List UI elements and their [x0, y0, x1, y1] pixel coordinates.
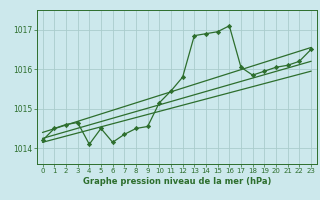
X-axis label: Graphe pression niveau de la mer (hPa): Graphe pression niveau de la mer (hPa)	[83, 177, 271, 186]
